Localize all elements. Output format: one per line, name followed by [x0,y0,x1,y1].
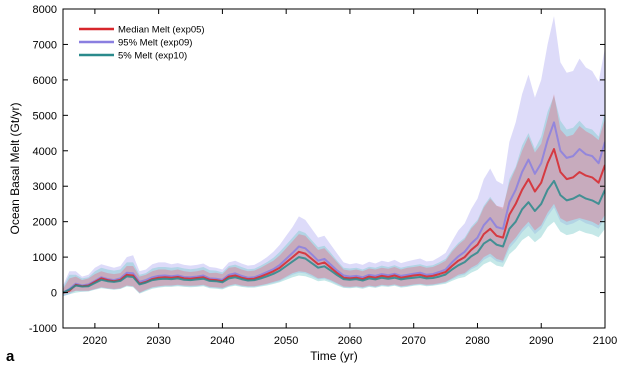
line-median [63,148,605,294]
panel-label: a [6,348,15,365]
series-lines [63,121,605,294]
legend-label: 95% Melt (exp09) [118,38,192,49]
x-tick-label: 2070 [401,335,425,347]
y-tick-label: 0 [51,288,57,300]
x-tick-label: 2020 [83,335,107,347]
band-p95 [63,16,605,297]
legend-label: 5% Melt (exp10) [118,51,187,62]
line-p5 [63,179,605,294]
legend-label: Median Melt (exp05) [118,25,205,36]
x-tick-label: 2060 [338,335,362,347]
x-tick-label: 2080 [465,335,489,347]
y-tick-label: 5000 [33,110,57,122]
y-tick-label: 6000 [33,75,57,87]
plot-frame [62,8,606,329]
y-tick-label: 1000 [33,252,57,264]
line-p95 [63,121,605,294]
y-tick-label: 2000 [33,217,57,229]
y-tick-label: 4000 [33,146,57,158]
y-axis-label: Ocean Basal Melt (Gt/yr) [8,102,22,234]
y-tick-label: 3000 [33,181,57,193]
legend: Median Melt (exp05) 95% Melt (exp09) 5% Me… [79,25,205,62]
x-tick-label: 2040 [210,335,234,347]
x-axis-ticks: 2020 2030 2040 2050 2060 2070 2080 2090 2100 [83,9,617,347]
y-axis-ticks: -1000 0 1000 2000 3000 4000 5000 6000 7000 8000 [29,4,605,335]
y-tick-label: -1000 [29,323,57,335]
x-axis-label: Time (yr) [310,349,358,363]
x-tick-label: 2030 [146,335,170,347]
y-tick-label: 8000 [33,4,57,16]
x-tick-label: 2100 [593,335,617,347]
x-tick-label: 2090 [529,335,553,347]
x-tick-label: 2050 [274,335,298,347]
y-tick-label: 7000 [33,39,57,51]
